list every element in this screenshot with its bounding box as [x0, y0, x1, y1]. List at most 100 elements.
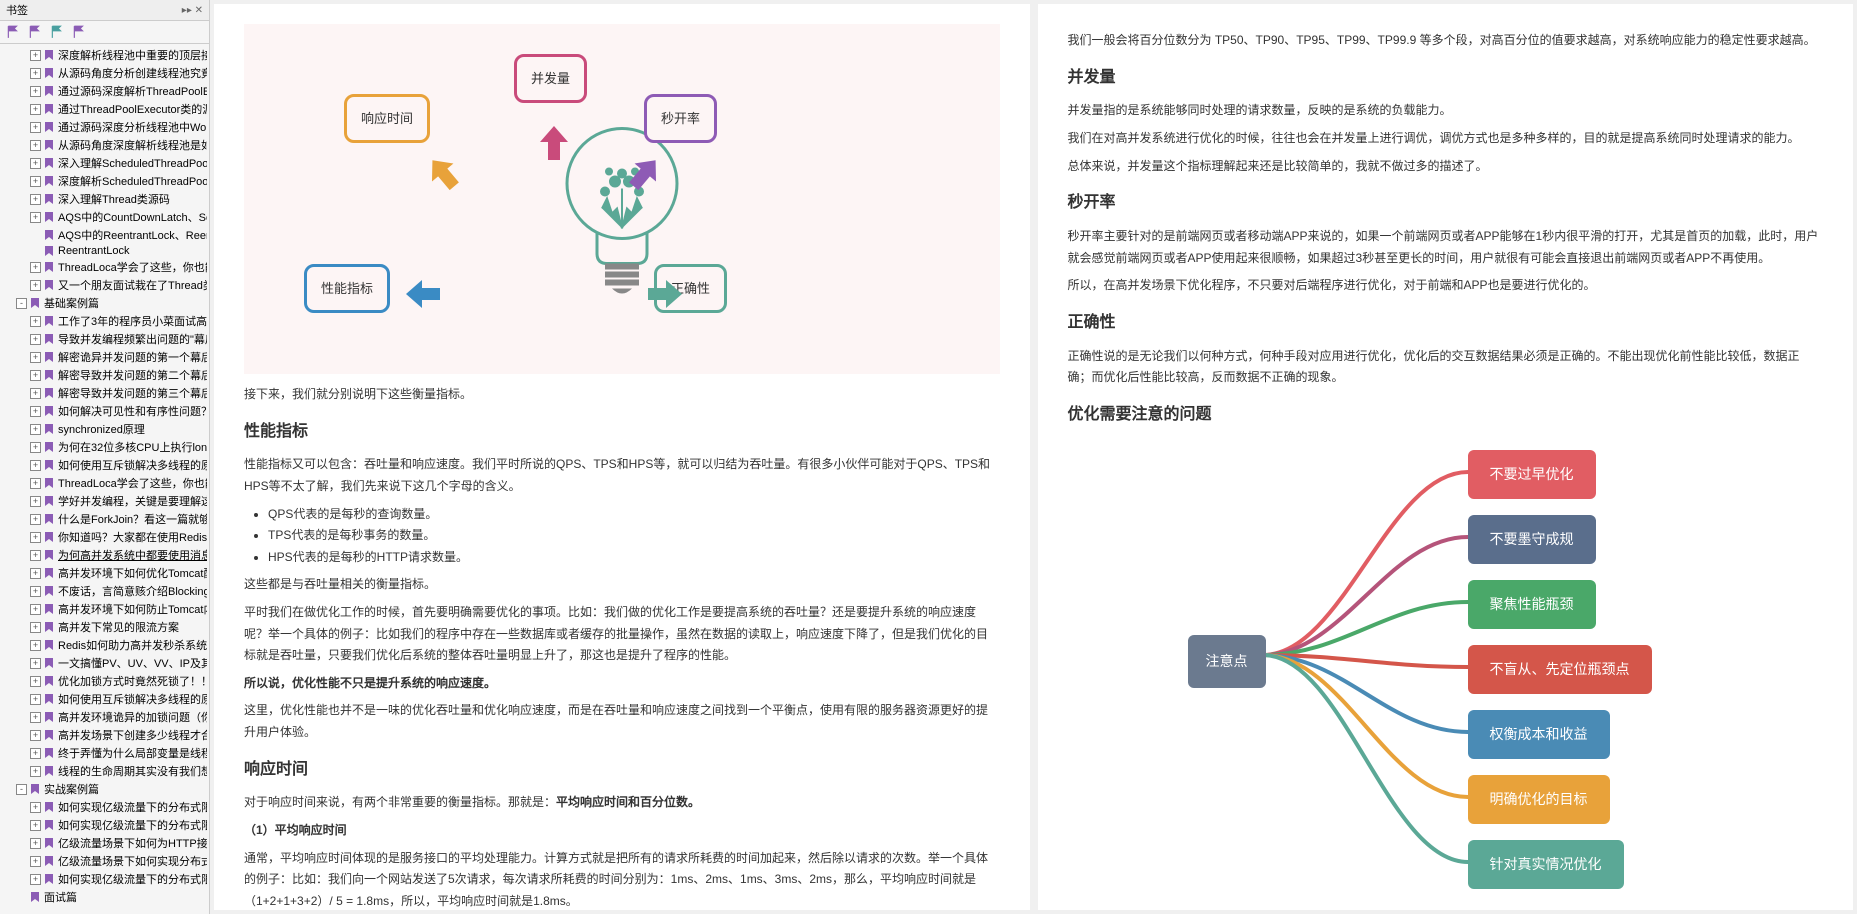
bookmark-item[interactable]: +深度解析ScheduledThreadPoolE: [0, 172, 209, 190]
expand-icon[interactable]: +: [30, 140, 41, 151]
bookmark-item[interactable]: +如何实现亿级流量下的分布式限流: [0, 816, 209, 834]
bookmark-item[interactable]: +深度解析线程池中重要的顶层接口: [0, 46, 209, 64]
expand-icon[interactable]: +: [30, 212, 41, 223]
bookmark-item[interactable]: -基础案例篇: [0, 294, 209, 312]
expand-icon[interactable]: +: [30, 352, 41, 363]
expand-icon[interactable]: +: [30, 820, 41, 831]
expand-icon[interactable]: +: [30, 496, 41, 507]
bookmark-item[interactable]: +导致并发编程频繁出问题的"幕后: [0, 330, 209, 348]
expand-icon[interactable]: +: [30, 514, 41, 525]
expand-icon[interactable]: +: [30, 730, 41, 741]
bookmark-item[interactable]: +你知道吗？大家都在使用Redisso: [0, 528, 209, 546]
expand-icon[interactable]: +: [30, 550, 41, 561]
bookmark-item[interactable]: +线程的生命周期其实没有我们想象: [0, 762, 209, 780]
bookmark-item[interactable]: +什么是ForkJoin？看这一篇就够了: [0, 510, 209, 528]
bookmark-item[interactable]: +终于弄懂为什么局部变量是线程安: [0, 744, 209, 762]
bookmark-item[interactable]: +优化加锁方式时竟然死锁了！！: [0, 672, 209, 690]
bookmark-item[interactable]: +Redis如何助力高并发秒杀系统？: [0, 636, 209, 654]
expand-icon[interactable]: +: [30, 104, 41, 115]
bookmark-item[interactable]: +解密导致并发问题的第三个幕后黑: [0, 384, 209, 402]
expand-icon[interactable]: +: [30, 122, 41, 133]
bookmark-item[interactable]: +工作了3年的程序员小菜面试高并: [0, 312, 209, 330]
expand-icon[interactable]: +: [30, 68, 41, 79]
bookmark-item[interactable]: +高并发下常见的限流方案: [0, 618, 209, 636]
expand-icon[interactable]: +: [30, 802, 41, 813]
expand-icon[interactable]: +: [30, 622, 41, 633]
bookmark-item[interactable]: AQS中的ReentrantLock、Reent: [0, 226, 209, 244]
expand-icon[interactable]: +: [30, 658, 41, 669]
expand-icon[interactable]: +: [30, 748, 41, 759]
bookmark-item[interactable]: +亿级流量场景下如何实现分布式限: [0, 852, 209, 870]
bookmark-item[interactable]: +学好并发编程，关键是要理解这三: [0, 492, 209, 510]
bookmark-item[interactable]: +解密诡异并发问题的第一个幕后黑: [0, 348, 209, 366]
expand-icon[interactable]: +: [30, 86, 41, 97]
expand-icon[interactable]: +: [30, 50, 41, 61]
expand-icon[interactable]: +: [30, 388, 41, 399]
bookmark-item[interactable]: +通过ThreadPoolExecutor类的源: [0, 100, 209, 118]
bookmark-item[interactable]: +亿级流量场景下如何为HTTP接口: [0, 834, 209, 852]
bookmark-item[interactable]: +高并发场景下创建多少线程才合适: [0, 726, 209, 744]
bookmark-item[interactable]: +为何在32位多核CPU上执行long类: [0, 438, 209, 456]
bookmark-item[interactable]: +为何高并发系统中都要使用消息队: [0, 546, 209, 564]
expand-icon[interactable]: +: [30, 568, 41, 579]
expand-icon[interactable]: +: [30, 604, 41, 615]
bookmark-item[interactable]: +高并发环境下如何防止Tomcat内: [0, 600, 209, 618]
expand-icon[interactable]: +: [30, 586, 41, 597]
expand-icon[interactable]: +: [30, 280, 41, 291]
bookmark-item[interactable]: +深入理解Thread类源码: [0, 190, 209, 208]
expand-icon[interactable]: +: [30, 874, 41, 885]
expand-icon[interactable]: +: [30, 460, 41, 471]
expand-icon[interactable]: +: [30, 640, 41, 651]
flag-icon[interactable]: [72, 25, 86, 39]
expand-icon[interactable]: +: [30, 766, 41, 777]
bookmark-item[interactable]: +不废话，言简意赅介绍BlockingQ: [0, 582, 209, 600]
flag-icon[interactable]: [6, 25, 20, 39]
bookmark-item[interactable]: +又一个朋友面试栽在了Thread类: [0, 276, 209, 294]
bookmark-item[interactable]: +从源码角度深度解析线程池是如何: [0, 136, 209, 154]
expand-icon[interactable]: +: [30, 856, 41, 867]
bookmark-item[interactable]: +通过源码深度分析线程池中Work: [0, 118, 209, 136]
expand-icon[interactable]: +: [30, 712, 41, 723]
expand-icon[interactable]: +: [30, 194, 41, 205]
collapse-arrows-icon[interactable]: ▸▸ ✕: [182, 5, 203, 16]
expand-icon[interactable]: +: [30, 442, 41, 453]
bookmark-item[interactable]: +高并发环境下如何优化Tomcat配: [0, 564, 209, 582]
flag-icon[interactable]: [28, 25, 42, 39]
bookmark-item[interactable]: +如何使用互斥锁解决多线程的原子: [0, 456, 209, 474]
expand-icon[interactable]: +: [30, 424, 41, 435]
bookmark-item[interactable]: +解密导致并发问题的第二个幕后黑: [0, 366, 209, 384]
bookmark-item[interactable]: +深入理解ScheduledThreadPoolE: [0, 154, 209, 172]
mindmap-node: 明确优化的目标: [1468, 775, 1610, 824]
flag-icon[interactable]: [50, 25, 64, 39]
bookmark-item[interactable]: -实战案例篇: [0, 780, 209, 798]
expand-icon[interactable]: +: [30, 370, 41, 381]
bookmark-item[interactable]: +一文搞懂PV、UV、VV、IP及其关: [0, 654, 209, 672]
bookmark-item[interactable]: +如何解决可见性和有序性问题？这: [0, 402, 209, 420]
collapse-icon[interactable]: -: [16, 784, 27, 795]
expand-icon[interactable]: +: [30, 316, 41, 327]
bookmark-item[interactable]: +如何实现亿级流量下的分布式限流: [0, 798, 209, 816]
bookmark-item[interactable]: +ThreadLoca学会了这些，你也能: [0, 258, 209, 276]
bookmark-item[interactable]: +synchronized原理: [0, 420, 209, 438]
collapse-icon[interactable]: -: [16, 298, 27, 309]
expand-icon[interactable]: +: [30, 478, 41, 489]
bookmark-item[interactable]: +通过源码深度解析ThreadPoolEx: [0, 82, 209, 100]
expand-icon[interactable]: +: [30, 838, 41, 849]
bookmark-item[interactable]: +如何实现亿级流量下的分布式限流: [0, 870, 209, 888]
bookmark-item[interactable]: +AQS中的CountDownLatch、Sem: [0, 208, 209, 226]
bookmark-item[interactable]: +从源码角度分析创建线程池究竟: [0, 64, 209, 82]
bookmark-item[interactable]: +ThreadLoca学会了这些，你也能: [0, 474, 209, 492]
expand-icon[interactable]: +: [30, 176, 41, 187]
bookmark-item[interactable]: +高并发环境诡异的加锁问题（你加: [0, 708, 209, 726]
expand-icon[interactable]: +: [30, 262, 41, 273]
expand-icon[interactable]: +: [30, 532, 41, 543]
bookmark-icon: [43, 211, 55, 223]
expand-icon[interactable]: +: [30, 334, 41, 345]
bookmark-item[interactable]: 面试篇: [0, 888, 209, 906]
expand-icon[interactable]: +: [30, 406, 41, 417]
expand-icon[interactable]: +: [30, 694, 41, 705]
bookmark-item[interactable]: ReentrantLock: [0, 244, 209, 258]
expand-icon[interactable]: +: [30, 676, 41, 687]
expand-icon[interactable]: +: [30, 158, 41, 169]
bookmark-item[interactable]: +如何使用互斥锁解决多线程的原子: [0, 690, 209, 708]
